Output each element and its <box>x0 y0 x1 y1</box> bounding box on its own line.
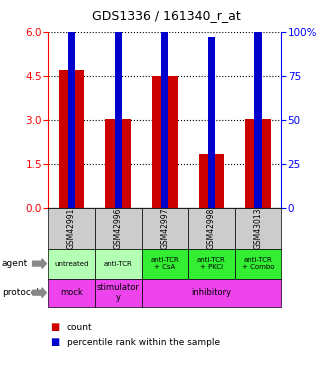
Text: GSM42998: GSM42998 <box>207 208 216 249</box>
Text: inhibitory: inhibitory <box>191 288 231 297</box>
Text: stimulator
y: stimulator y <box>97 284 140 302</box>
Text: anti-TCR
+ CsA: anti-TCR + CsA <box>151 257 179 270</box>
Bar <box>254 0 262 208</box>
Bar <box>115 0 122 208</box>
Text: mock: mock <box>60 288 83 297</box>
Text: protocol: protocol <box>2 288 39 297</box>
Text: anti-TCR
+ PKCi: anti-TCR + PKCi <box>197 257 226 270</box>
Text: GDS1336 / 161340_r_at: GDS1336 / 161340_r_at <box>92 9 241 22</box>
Bar <box>208 37 215 208</box>
Text: anti-TCR: anti-TCR <box>104 261 133 267</box>
Bar <box>59 70 85 208</box>
Text: GSM42991: GSM42991 <box>67 208 76 249</box>
Bar <box>68 0 75 208</box>
Bar <box>161 0 168 208</box>
Text: ■: ■ <box>50 338 59 347</box>
Text: ■: ■ <box>50 322 59 332</box>
Text: GSM42996: GSM42996 <box>114 208 123 249</box>
Text: anti-TCR
+ Combo: anti-TCR + Combo <box>242 257 274 270</box>
Text: percentile rank within the sample: percentile rank within the sample <box>67 338 220 347</box>
Bar <box>245 118 271 208</box>
Text: count: count <box>67 323 92 332</box>
Bar <box>105 118 131 208</box>
Text: GSM43013: GSM43013 <box>253 208 263 249</box>
Text: untreated: untreated <box>54 261 89 267</box>
Bar <box>198 154 224 208</box>
Text: agent: agent <box>2 259 28 268</box>
Text: GSM42997: GSM42997 <box>160 208 169 249</box>
Bar <box>152 76 178 208</box>
